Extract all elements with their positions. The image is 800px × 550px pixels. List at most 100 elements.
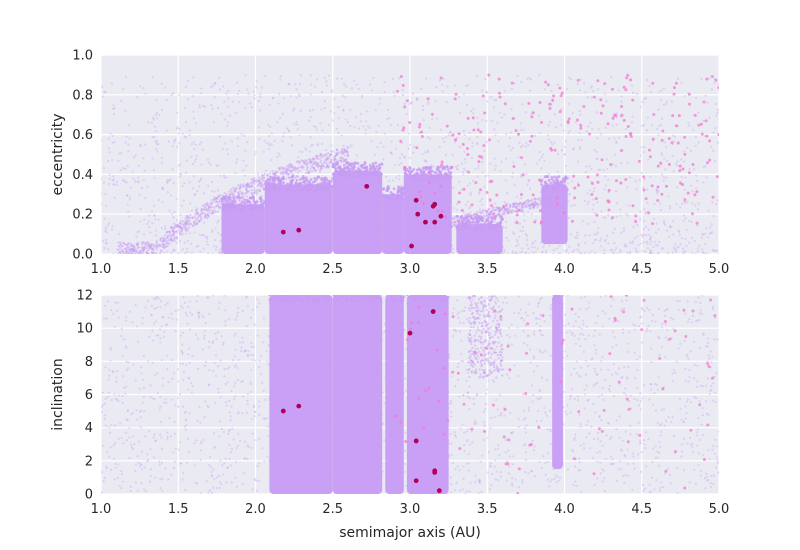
asteroid-point — [205, 240, 208, 243]
asteroid-point — [512, 161, 515, 164]
asteroid-point — [572, 174, 576, 178]
asteroid-point — [338, 173, 342, 177]
asteroid-point — [120, 245, 124, 248]
asteroid-point — [476, 210, 479, 213]
asteroid-point — [457, 96, 461, 99]
asteroid-point — [594, 251, 597, 254]
asteroid-point — [306, 166, 309, 170]
asteroid-point — [219, 234, 222, 237]
asteroid-point — [689, 149, 693, 152]
asteroid-point — [145, 241, 148, 244]
asteroid-point — [517, 312, 520, 315]
asteroid-point — [715, 203, 718, 206]
asteroid-point — [342, 159, 345, 163]
asteroid-point — [554, 177, 558, 181]
asteroid-point — [101, 202, 103, 205]
asteroid-point — [378, 163, 381, 167]
asteroid-point — [475, 213, 479, 216]
asteroid-point — [571, 111, 574, 115]
asteroid-point — [502, 205, 506, 209]
asteroid-point — [253, 94, 256, 97]
asteroid-point — [543, 159, 546, 162]
asteroid-point — [528, 89, 532, 92]
asteroid-point — [671, 251, 674, 254]
asteroid-point — [218, 76, 221, 80]
asteroid-point — [585, 165, 588, 168]
asteroid-point — [523, 219, 526, 222]
asteroid-point — [346, 150, 349, 153]
asteroid-point — [500, 160, 503, 163]
asteroid-point — [500, 213, 504, 217]
asteroid-point — [505, 236, 508, 239]
asteroid-point — [572, 148, 575, 151]
asteroid-point — [171, 239, 174, 242]
asteroid-point — [553, 148, 557, 152]
asteroid-point — [713, 82, 716, 85]
asteroid-point — [481, 94, 485, 98]
asteroid-point — [226, 121, 229, 124]
asteroid-point — [686, 200, 689, 203]
asteroid-point — [460, 188, 463, 191]
asteroid-point — [492, 212, 496, 216]
asteroid-point — [506, 208, 509, 211]
asteroid-point — [158, 244, 161, 247]
asteroid-point — [524, 233, 528, 236]
asteroid-point — [335, 152, 338, 155]
asteroid-point — [629, 133, 633, 137]
asteroid-point — [426, 102, 429, 105]
asteroid-point — [247, 92, 250, 95]
asteroid-point — [168, 242, 171, 245]
asteroid-point — [639, 106, 642, 109]
asteroid-point — [480, 218, 483, 222]
asteroid-point — [454, 92, 458, 96]
asteroid-point — [272, 96, 275, 99]
asteroid-point — [233, 190, 237, 193]
asteroid-point — [468, 131, 471, 134]
asteroid-point — [231, 194, 235, 197]
asteroid-point — [151, 222, 154, 225]
asteroid-point — [651, 313, 655, 317]
asteroid-point — [642, 151, 645, 154]
asteroid-point — [361, 171, 365, 174]
asteroid-point — [579, 78, 582, 81]
asteroid-point — [165, 242, 168, 245]
asteroid-point — [603, 240, 606, 243]
asteroid-point — [105, 204, 108, 207]
asteroid-point — [520, 203, 523, 206]
asteroid-point — [307, 188, 311, 192]
asteroid-point — [365, 167, 369, 171]
asteroid-point — [603, 252, 606, 254]
asteroid-point — [161, 240, 164, 243]
asteroid-point — [311, 158, 315, 161]
asteroid-point — [560, 123, 563, 127]
asteroid-point — [451, 461, 454, 465]
asteroid-point — [487, 207, 491, 211]
asteroid-point — [293, 166, 296, 169]
asteroid-point — [136, 244, 139, 247]
x-tick-label: 5.0 — [709, 262, 730, 277]
asteroid-point — [246, 182, 249, 185]
asteroid-point — [708, 77, 711, 80]
asteroid-point — [472, 217, 476, 221]
asteroid-point — [549, 181, 553, 185]
asteroid-point — [177, 164, 180, 167]
asteroid-point — [488, 162, 492, 165]
asteroid-point — [379, 97, 382, 100]
asteroid-point — [153, 135, 156, 139]
asteroid-point — [124, 243, 128, 246]
asteroid-point — [166, 236, 169, 239]
asteroid-point — [290, 188, 294, 192]
asteroid-point — [127, 248, 130, 251]
asteroid-point — [487, 73, 491, 77]
asteroid-point — [663, 221, 666, 225]
asteroid-point — [466, 152, 470, 156]
asteroid-point — [583, 407, 586, 410]
asteroid-point — [126, 246, 129, 249]
asteroid-point — [671, 154, 674, 157]
asteroid-point — [656, 192, 659, 195]
asteroid-point — [315, 154, 318, 157]
asteroid-point — [640, 171, 643, 175]
asteroid-point — [697, 111, 700, 114]
asteroid-point — [254, 179, 258, 182]
asteroid-point — [246, 190, 249, 193]
